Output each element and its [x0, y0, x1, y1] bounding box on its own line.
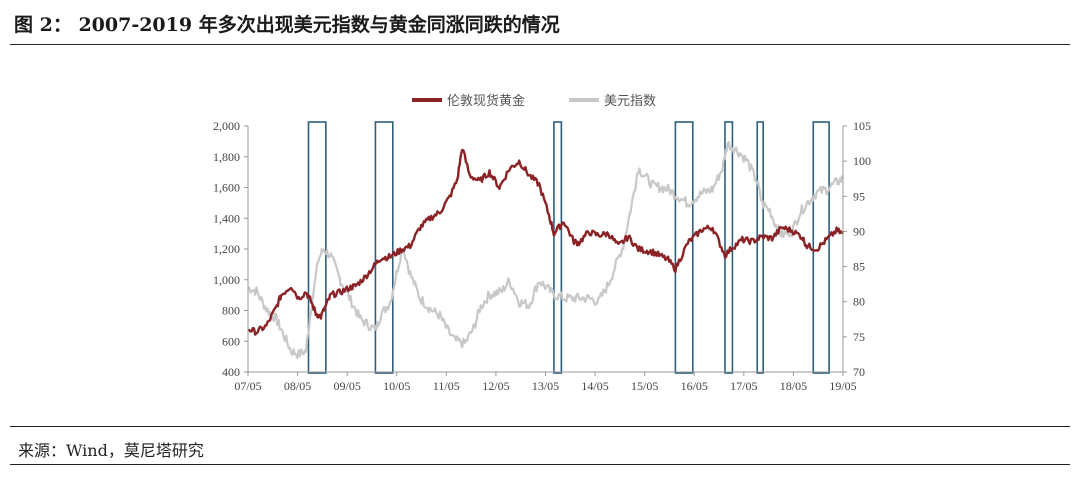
x-tick-label: 15/05: [631, 379, 658, 393]
left-tick-label: 1,200: [213, 242, 240, 256]
left-tick-label: 2,000: [213, 119, 240, 133]
bottom-rule: [10, 464, 1070, 465]
x-tick-label: 10/05: [383, 379, 410, 393]
top-rule: [10, 44, 1070, 45]
left-tick-label: 600: [222, 334, 240, 348]
right-tick-label: 70: [853, 365, 865, 379]
x-tick-label: 11/05: [433, 379, 460, 393]
legend: 伦敦现货黄金 美元指数: [412, 93, 656, 109]
left-tick-label: 1,600: [213, 181, 240, 195]
highlight-boxes: [307, 121, 830, 374]
x-tick-label: 13/05: [532, 379, 559, 393]
left-tick-label: 400: [222, 365, 240, 379]
x-tick-label: 14/05: [581, 379, 608, 393]
right-tick-label: 80: [853, 295, 865, 309]
legend-gold-label: 伦敦现货黄金: [447, 93, 525, 109]
x-tick-label: 16/05: [681, 379, 708, 393]
x-tick-label: 07/05: [234, 379, 261, 393]
legend-usd-label: 美元指数: [604, 94, 656, 109]
gold-spot-line: [247, 148, 844, 336]
right-tick-label: 105: [853, 119, 871, 133]
right-tick-label: 90: [853, 224, 865, 238]
left-tick-label: 1,800: [213, 150, 240, 164]
highlight-box: [756, 121, 764, 374]
left-tick-label: 1,400: [213, 211, 240, 225]
x-tick-label: 18/05: [780, 379, 807, 393]
x-tick-label: 19/05: [829, 379, 856, 393]
left-tick-label: 800: [222, 304, 240, 318]
x-tick-label: 17/05: [730, 379, 757, 393]
x-tick-label: 09/05: [333, 379, 360, 393]
figure-title: 图 2： 2007-2019 年多次出现美元指数与黄金同涨同跌的情况: [14, 14, 560, 36]
highlight-box: [374, 121, 394, 374]
usd-index-line: [247, 140, 844, 360]
x-tick-label: 08/05: [284, 379, 311, 393]
highlight-box: [307, 121, 327, 374]
axes: 2,000 1,800 1,600 1,400 1,200 1,000 800 600 400 1…: [213, 119, 871, 393]
right-tick-label: 95: [853, 189, 865, 203]
right-tick-label: 100: [853, 154, 871, 168]
source-top-rule: [10, 426, 1070, 427]
right-tick-label: 85: [853, 260, 865, 274]
highlight-box: [674, 121, 694, 374]
series-lines: [247, 140, 844, 360]
left-tick-label: 1,000: [213, 273, 240, 287]
x-tick-label: 12/05: [482, 379, 509, 393]
right-tick-label: 75: [853, 330, 865, 344]
highlight-box: [553, 121, 563, 374]
source-note: 来源：Wind，莫尼塔研究: [18, 441, 204, 460]
highlight-box: [812, 121, 830, 374]
